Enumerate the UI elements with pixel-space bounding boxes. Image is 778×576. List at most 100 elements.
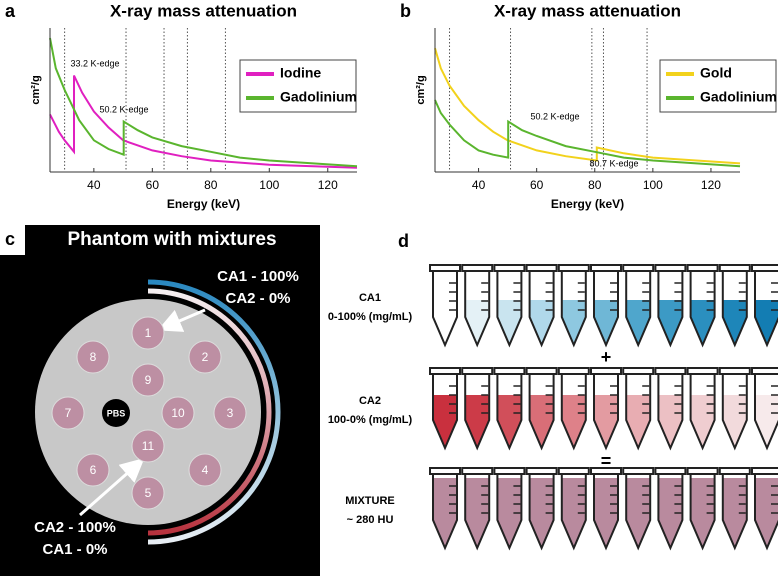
tube-liquid bbox=[690, 395, 715, 448]
tube-cap bbox=[493, 264, 526, 272]
tube-cap bbox=[686, 264, 719, 272]
tube-cap bbox=[525, 367, 558, 375]
tube-cap bbox=[461, 264, 494, 272]
row-label: MIXTURE bbox=[345, 495, 395, 507]
tube-cap bbox=[590, 467, 622, 475]
panel-label: b bbox=[400, 1, 411, 21]
legend-label: Gadolinium bbox=[280, 89, 357, 105]
series-line bbox=[434, 99, 741, 168]
x-tick-label: 120 bbox=[701, 178, 721, 192]
tube-liquid bbox=[658, 395, 683, 448]
tube-cap bbox=[461, 467, 494, 475]
tube-cap bbox=[590, 367, 622, 375]
phantom-annotation: CA2 - 100% bbox=[34, 519, 116, 536]
x-axis-label: Energy (keV) bbox=[167, 197, 240, 211]
row-sublabel: ~ 280 HU bbox=[347, 514, 394, 526]
tube-cap bbox=[622, 367, 655, 375]
well bbox=[161, 396, 195, 430]
well-label: 1 bbox=[145, 326, 152, 340]
tube-cap bbox=[622, 467, 655, 475]
k-edge-label: 80.7 K-edge bbox=[589, 158, 638, 168]
well-label: 9 bbox=[145, 373, 152, 387]
arrow bbox=[157, 308, 206, 332]
y-axis-label: cm²/g bbox=[415, 75, 427, 104]
tube-liquid bbox=[755, 395, 778, 448]
tube-liquid bbox=[561, 395, 586, 448]
x-tick-label: 40 bbox=[472, 178, 486, 192]
legend-label: Gadolinium bbox=[700, 89, 777, 105]
tube-liquid bbox=[594, 300, 618, 345]
well-label: 10 bbox=[171, 406, 185, 420]
tube-cap bbox=[654, 467, 687, 475]
panel-label: a bbox=[5, 1, 16, 21]
well-label: 2 bbox=[202, 350, 209, 364]
tube-liquid bbox=[594, 395, 618, 448]
x-tick-label: 60 bbox=[530, 178, 544, 192]
x-tick-label: 40 bbox=[87, 178, 101, 192]
well bbox=[131, 429, 165, 463]
tube-cap bbox=[686, 367, 719, 375]
x-axis-label: Energy (keV) bbox=[551, 197, 624, 211]
well bbox=[51, 396, 85, 430]
tube-liquid bbox=[433, 395, 457, 448]
tube-liquid bbox=[722, 395, 747, 448]
x-tick-label: 80 bbox=[588, 178, 602, 192]
tube-cap bbox=[557, 264, 590, 272]
phantom-annotation: CA2 - 0% bbox=[225, 290, 290, 307]
tube-cap bbox=[557, 367, 590, 375]
tube-cap bbox=[686, 467, 719, 475]
tube-cap bbox=[493, 367, 526, 375]
tube-cap bbox=[493, 467, 526, 475]
tube-liquid bbox=[690, 300, 715, 345]
tube-liquid bbox=[497, 395, 522, 448]
well bbox=[76, 453, 110, 487]
well-label: 6 bbox=[90, 463, 97, 477]
operator: = bbox=[601, 451, 612, 471]
tube-cap bbox=[525, 264, 558, 272]
phantom-header bbox=[25, 225, 320, 255]
well-label: 7 bbox=[65, 406, 72, 420]
tube-cap bbox=[751, 367, 778, 375]
tube-liquid bbox=[465, 300, 490, 345]
row-sublabel: 100-0% (mg/mL) bbox=[328, 414, 413, 426]
x-tick-label: 60 bbox=[146, 178, 160, 192]
tube-liquid bbox=[755, 300, 778, 345]
well-label: 8 bbox=[90, 350, 97, 364]
x-tick-label: 100 bbox=[643, 178, 663, 192]
well bbox=[188, 340, 222, 374]
series-line bbox=[49, 37, 358, 168]
ca2-gradient-arc bbox=[147, 288, 272, 536]
pbs-label: PBS bbox=[107, 408, 126, 418]
tube-liquid bbox=[722, 300, 747, 345]
tube-cap bbox=[718, 264, 751, 272]
tube-cap bbox=[622, 264, 655, 272]
k-edge-label: 50.2 K-edge bbox=[99, 104, 148, 114]
panel-label: c bbox=[5, 229, 15, 249]
tube-liquid bbox=[658, 300, 683, 345]
tube-cap bbox=[461, 367, 494, 375]
legend-box bbox=[239, 59, 357, 113]
chart-title: X-ray mass attenuation bbox=[494, 1, 681, 20]
legend-box bbox=[659, 59, 777, 113]
pbs-well bbox=[102, 399, 130, 427]
ca1-gradient-arc bbox=[147, 279, 281, 545]
x-tick-label: 100 bbox=[259, 178, 279, 192]
well-label: 3 bbox=[227, 406, 234, 420]
tube-cap bbox=[590, 264, 622, 272]
tube-liquid bbox=[626, 300, 651, 345]
chart-title: X-ray mass attenuation bbox=[110, 1, 297, 20]
tube-cap bbox=[654, 367, 687, 375]
legend-label: Iodine bbox=[280, 65, 321, 81]
tube-cap bbox=[557, 467, 590, 475]
well bbox=[131, 363, 165, 397]
x-tick-label: 80 bbox=[204, 178, 218, 192]
tube-liquid bbox=[529, 300, 554, 345]
tube-cap bbox=[718, 367, 751, 375]
legend-label: Gold bbox=[700, 65, 732, 81]
tube-cap bbox=[429, 467, 461, 475]
row-label: CA2 bbox=[359, 395, 381, 407]
row-sublabel: 0-100% (mg/mL) bbox=[328, 311, 413, 323]
tube-cap bbox=[751, 264, 778, 272]
tube-cap bbox=[654, 264, 687, 272]
